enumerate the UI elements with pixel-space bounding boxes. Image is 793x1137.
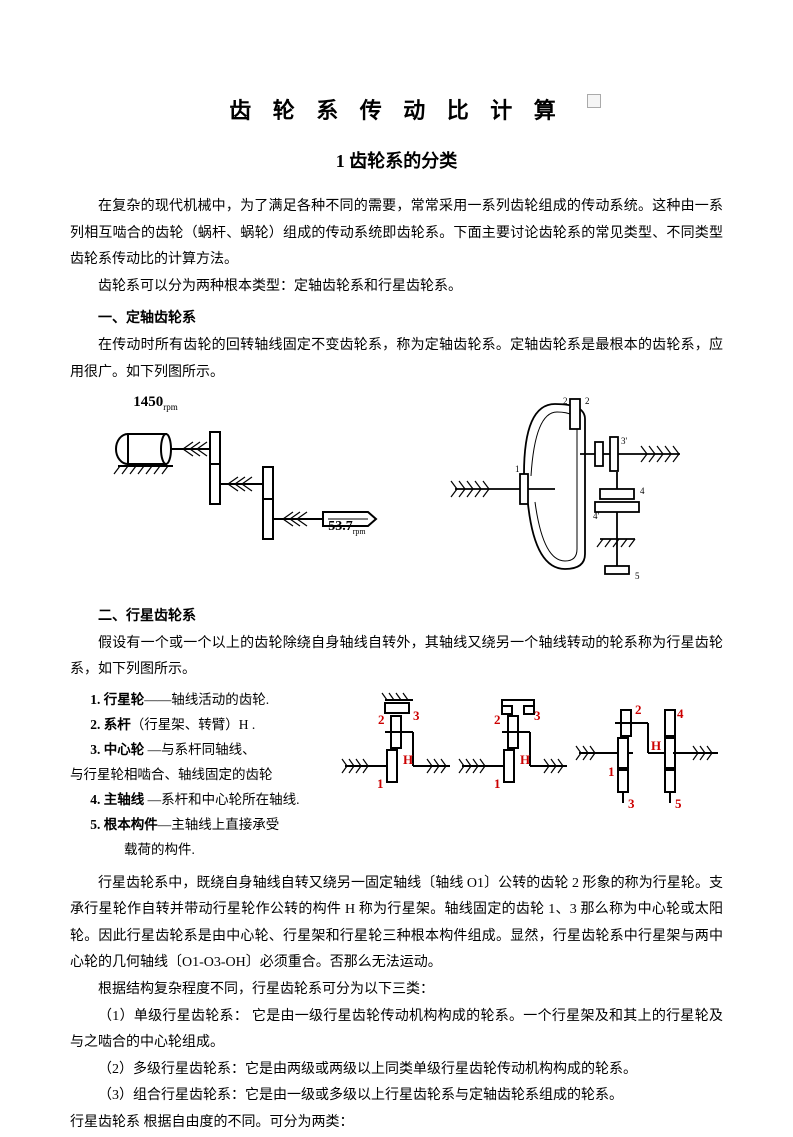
fixed-axis-heading: 一、定轴齿轮系 <box>70 306 723 333</box>
planetary-fig-a-icon: 1 2 3 H <box>335 688 450 818</box>
planetary-paragraph-3: 根据结构复杂程度不同，行星齿轮系可分为以下三类： <box>70 977 723 1004</box>
label-2: 2 <box>378 712 385 727</box>
label-2: 2 <box>494 712 501 727</box>
planetary-paragraph-2: 行星齿轮系中，既绕自身轴线自转又绕另一固定轴线〔轴线 O1〕公转的齿轮 2 形象… <box>70 871 723 977</box>
svg-text:4': 4' <box>593 511 600 521</box>
planetary-fig-c-icon: 1 2 4 H 3 5 <box>573 688 723 818</box>
svg-text:3': 3' <box>621 436 628 446</box>
label-3: 3 <box>534 708 541 723</box>
fixed-axis-paragraph: 在传动时所有齿轮的回转轴线固定不变齿轮系，称为定轴齿轮系。定轴齿轮系是最根本的齿… <box>70 333 723 386</box>
planetary-paragraph-1: 假设有一个或一个以上的齿轮除绕自身轴线自转外，其轴线又绕另一个轴线转动的轮系称为… <box>70 631 723 684</box>
fig-belt-gear: 2 2 1 3' 4 4' 5 <box>445 394 695 594</box>
intro-paragraph-2: 齿轮系可以分为两种根本类型：定轴齿轮系和行星齿轮系。 <box>70 274 723 301</box>
planetary-type-2: （2）多级行星齿轮系：它是由两级或两级以上同类单级行星齿轮传动机构构成的轮系。 <box>70 1057 723 1084</box>
label-1: 1 <box>377 776 384 791</box>
label-2: 2 <box>635 702 642 717</box>
label-4: 4 <box>677 706 684 721</box>
planetary-definitions-block: 1. 行星轮——轴线活动的齿轮. 2. 系杆（行星架、转臂）H . 3. 中心轮… <box>70 688 723 863</box>
fig-gear-train: 1450rpm 53.7rpm <box>98 394 388 559</box>
svg-text:2: 2 <box>563 396 568 406</box>
svg-text:5: 5 <box>635 571 640 581</box>
label-3: 3 <box>628 796 635 811</box>
page-marker-icon <box>587 94 601 108</box>
label-3: 3 <box>413 708 420 723</box>
rpm-output-label: 53.7rpm <box>328 514 365 541</box>
planetary-type-1: （1）单级行星齿轮系： 它是由一级行星齿轮传动机构构成的轮系。一个行星架及和其上… <box>70 1004 723 1057</box>
planetary-fig-b-icon: 1 2 3 H <box>454 688 569 818</box>
label-1: 1 <box>494 776 501 791</box>
intro-paragraph-1: 在复杂的现代机械中，为了满足各种不同的需要，常常采用一系列齿轮组成的传动系统。这… <box>70 194 723 274</box>
svg-text:2: 2 <box>585 396 590 406</box>
label-H: H <box>651 738 661 753</box>
fixed-axis-figures: 1450rpm 53.7rpm <box>70 394 723 594</box>
label-5: 5 <box>675 796 682 811</box>
svg-text:1: 1 <box>515 464 520 474</box>
document-title: 齿 轮 系 传 动 比 计 算 <box>70 90 723 132</box>
svg-text:4: 4 <box>640 486 645 496</box>
belt-gear-icon: 2 2 1 3' 4 4' 5 <box>445 394 695 594</box>
planetary-defs-list: 1. 行星轮——轴线活动的齿轮. 2. 系杆（行星架、转臂）H . 3. 中心轮… <box>70 688 329 863</box>
planetary-figures: 1 2 3 H <box>335 688 723 818</box>
label-H: H <box>520 752 530 767</box>
section-1-heading: 1 齿轮系的分类 <box>70 144 723 178</box>
planetary-type-3: （3）组合行星齿轮系：它是由一级或多级以上行星齿轮系与定轴齿轮系组成的轮系。 <box>70 1083 723 1110</box>
planetary-paragraph-4: 行星齿轮系 根据自由度的不同。可分为两类： <box>70 1110 723 1137</box>
label-1: 1 <box>608 764 615 779</box>
label-H: H <box>403 752 413 767</box>
rpm-input-label: 1450rpm <box>133 388 178 417</box>
planetary-heading: 二、行星齿轮系 <box>70 604 723 631</box>
